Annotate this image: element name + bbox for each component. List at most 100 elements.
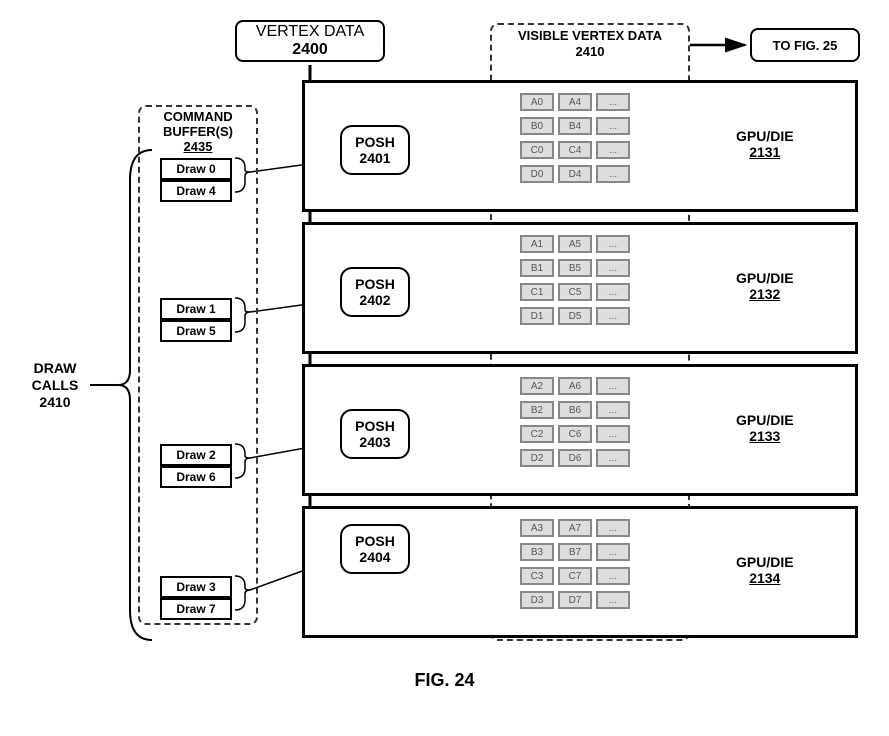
vertex-data-num: 2400: [292, 41, 328, 59]
vcell: B6: [558, 401, 592, 419]
to-fig-label: TO FIG. 25: [773, 38, 838, 53]
draw-item: Draw 4: [160, 180, 232, 202]
figure-label: FIG. 24: [10, 670, 879, 691]
vcell: C6: [558, 425, 592, 443]
vrow: C3C7...: [520, 567, 634, 585]
draw-group-2: Draw 2 Draw 6: [160, 444, 232, 488]
vrow: C1C5...: [520, 283, 634, 301]
vcell: A4: [558, 93, 592, 111]
vcell: C5: [558, 283, 592, 301]
vrow: D2D6...: [520, 449, 634, 467]
diagram-root: VERTEX DATA 2400 VISIBLE VERTEX DATA 241…: [10, 10, 879, 726]
vcell: ...: [596, 401, 630, 419]
vcell: D2: [520, 449, 554, 467]
visible-vertex-label: VISIBLE VERTEX DATA 2410: [490, 28, 690, 59]
vertex-data-title: VERTEX DATA: [256, 23, 364, 41]
posh-box-3: POSH 2404: [340, 524, 410, 574]
visible-vertex-num: 2410: [576, 44, 605, 59]
vcell: A0: [520, 93, 554, 111]
posh-num-1: 2402: [359, 292, 390, 308]
vcell: B7: [558, 543, 592, 561]
vcell: A3: [520, 519, 554, 537]
posh-num-0: 2401: [359, 150, 390, 166]
vcell: B0: [520, 117, 554, 135]
vrow: B2B6...: [520, 401, 634, 419]
vrow-0-0: A0A4...: [520, 93, 634, 111]
vcell: A5: [558, 235, 592, 253]
vcell: ...: [596, 449, 630, 467]
gpu-title-2: GPU/DIE: [736, 412, 794, 428]
vblock-0: A0A4... B0B4... C0C4... D0D4...: [520, 93, 634, 189]
vrow: D1D5...: [520, 307, 634, 325]
vrow-0-3: D0D4...: [520, 165, 634, 183]
gpu-num-3: 2134: [749, 570, 780, 586]
gpu-title-3: GPU/DIE: [736, 554, 794, 570]
vrow: A3A7...: [520, 519, 634, 537]
command-buffer-label: COMMANDBUFFER(S) 2435: [143, 110, 253, 155]
vcell: ...: [596, 519, 630, 537]
vcell: B5: [558, 259, 592, 277]
vcell: B1: [520, 259, 554, 277]
vcell: ...: [596, 117, 630, 135]
gpu-label-0: GPU/DIE 2131: [736, 128, 794, 160]
vcell: D3: [520, 591, 554, 609]
gpu-label-3: GPU/DIE 2134: [736, 554, 794, 586]
vblock-3: A3A7... B3B7... C3C7... D3D7...: [520, 519, 634, 615]
draw-item: Draw 7: [160, 598, 232, 620]
vcell: D6: [558, 449, 592, 467]
gpu-num-2: 2133: [749, 428, 780, 444]
vcell: ...: [596, 93, 630, 111]
gpu-title-1: GPU/DIE: [736, 270, 794, 286]
vcell: ...: [596, 591, 630, 609]
vcell: D7: [558, 591, 592, 609]
gpu-title-0: GPU/DIE: [736, 128, 794, 144]
vcell: ...: [596, 141, 630, 159]
draw-calls-num: 2410: [39, 394, 70, 410]
posh-title-1: POSH: [355, 276, 395, 292]
draw-calls-title: DRAWCALLS: [32, 360, 79, 393]
vcell: C0: [520, 141, 554, 159]
vcell: ...: [596, 377, 630, 395]
vrow: A1A5...: [520, 235, 634, 253]
command-buffer-title: COMMANDBUFFER(S): [163, 109, 233, 139]
vcell: ...: [596, 235, 630, 253]
vcell: A2: [520, 377, 554, 395]
vcell: D5: [558, 307, 592, 325]
vcell: C2: [520, 425, 554, 443]
vblock-1: A1A5... B1B5... C1C5... D1D5...: [520, 235, 634, 331]
vrow: B3B7...: [520, 543, 634, 561]
vrow: D3D7...: [520, 591, 634, 609]
draw-group-1: Draw 1 Draw 5: [160, 298, 232, 342]
vcell: C7: [558, 567, 592, 585]
draw-item: Draw 3: [160, 576, 232, 598]
posh-num-3: 2404: [359, 549, 390, 565]
vcell: D0: [520, 165, 554, 183]
vrow: A2A6...: [520, 377, 634, 395]
vcell: D4: [558, 165, 592, 183]
draw-group-0: Draw 0 Draw 4: [160, 158, 232, 202]
vrow-0-2: C0C4...: [520, 141, 634, 159]
posh-num-2: 2403: [359, 434, 390, 450]
vcell: B3: [520, 543, 554, 561]
vcell: A6: [558, 377, 592, 395]
vcell: A1: [520, 235, 554, 253]
posh-box-2: POSH 2403: [340, 409, 410, 459]
vrow: C2C6...: [520, 425, 634, 443]
gpu-num-1: 2132: [749, 286, 780, 302]
gpu-num-0: 2131: [749, 144, 780, 160]
vcell: D1: [520, 307, 554, 325]
vrow-0-1: B0B4...: [520, 117, 634, 135]
posh-title-3: POSH: [355, 533, 395, 549]
posh-title-0: POSH: [355, 134, 395, 150]
draw-item: Draw 1: [160, 298, 232, 320]
draw-calls-label: DRAWCALLS 2410: [20, 360, 90, 410]
draw-item: Draw 5: [160, 320, 232, 342]
vcell: ...: [596, 567, 630, 585]
vcell: ...: [596, 307, 630, 325]
vcell: ...: [596, 165, 630, 183]
vcell: B4: [558, 117, 592, 135]
vertex-data-box: VERTEX DATA 2400: [235, 20, 385, 62]
vcell: ...: [596, 425, 630, 443]
vcell: C3: [520, 567, 554, 585]
command-buffer-num: 2435: [184, 139, 213, 154]
